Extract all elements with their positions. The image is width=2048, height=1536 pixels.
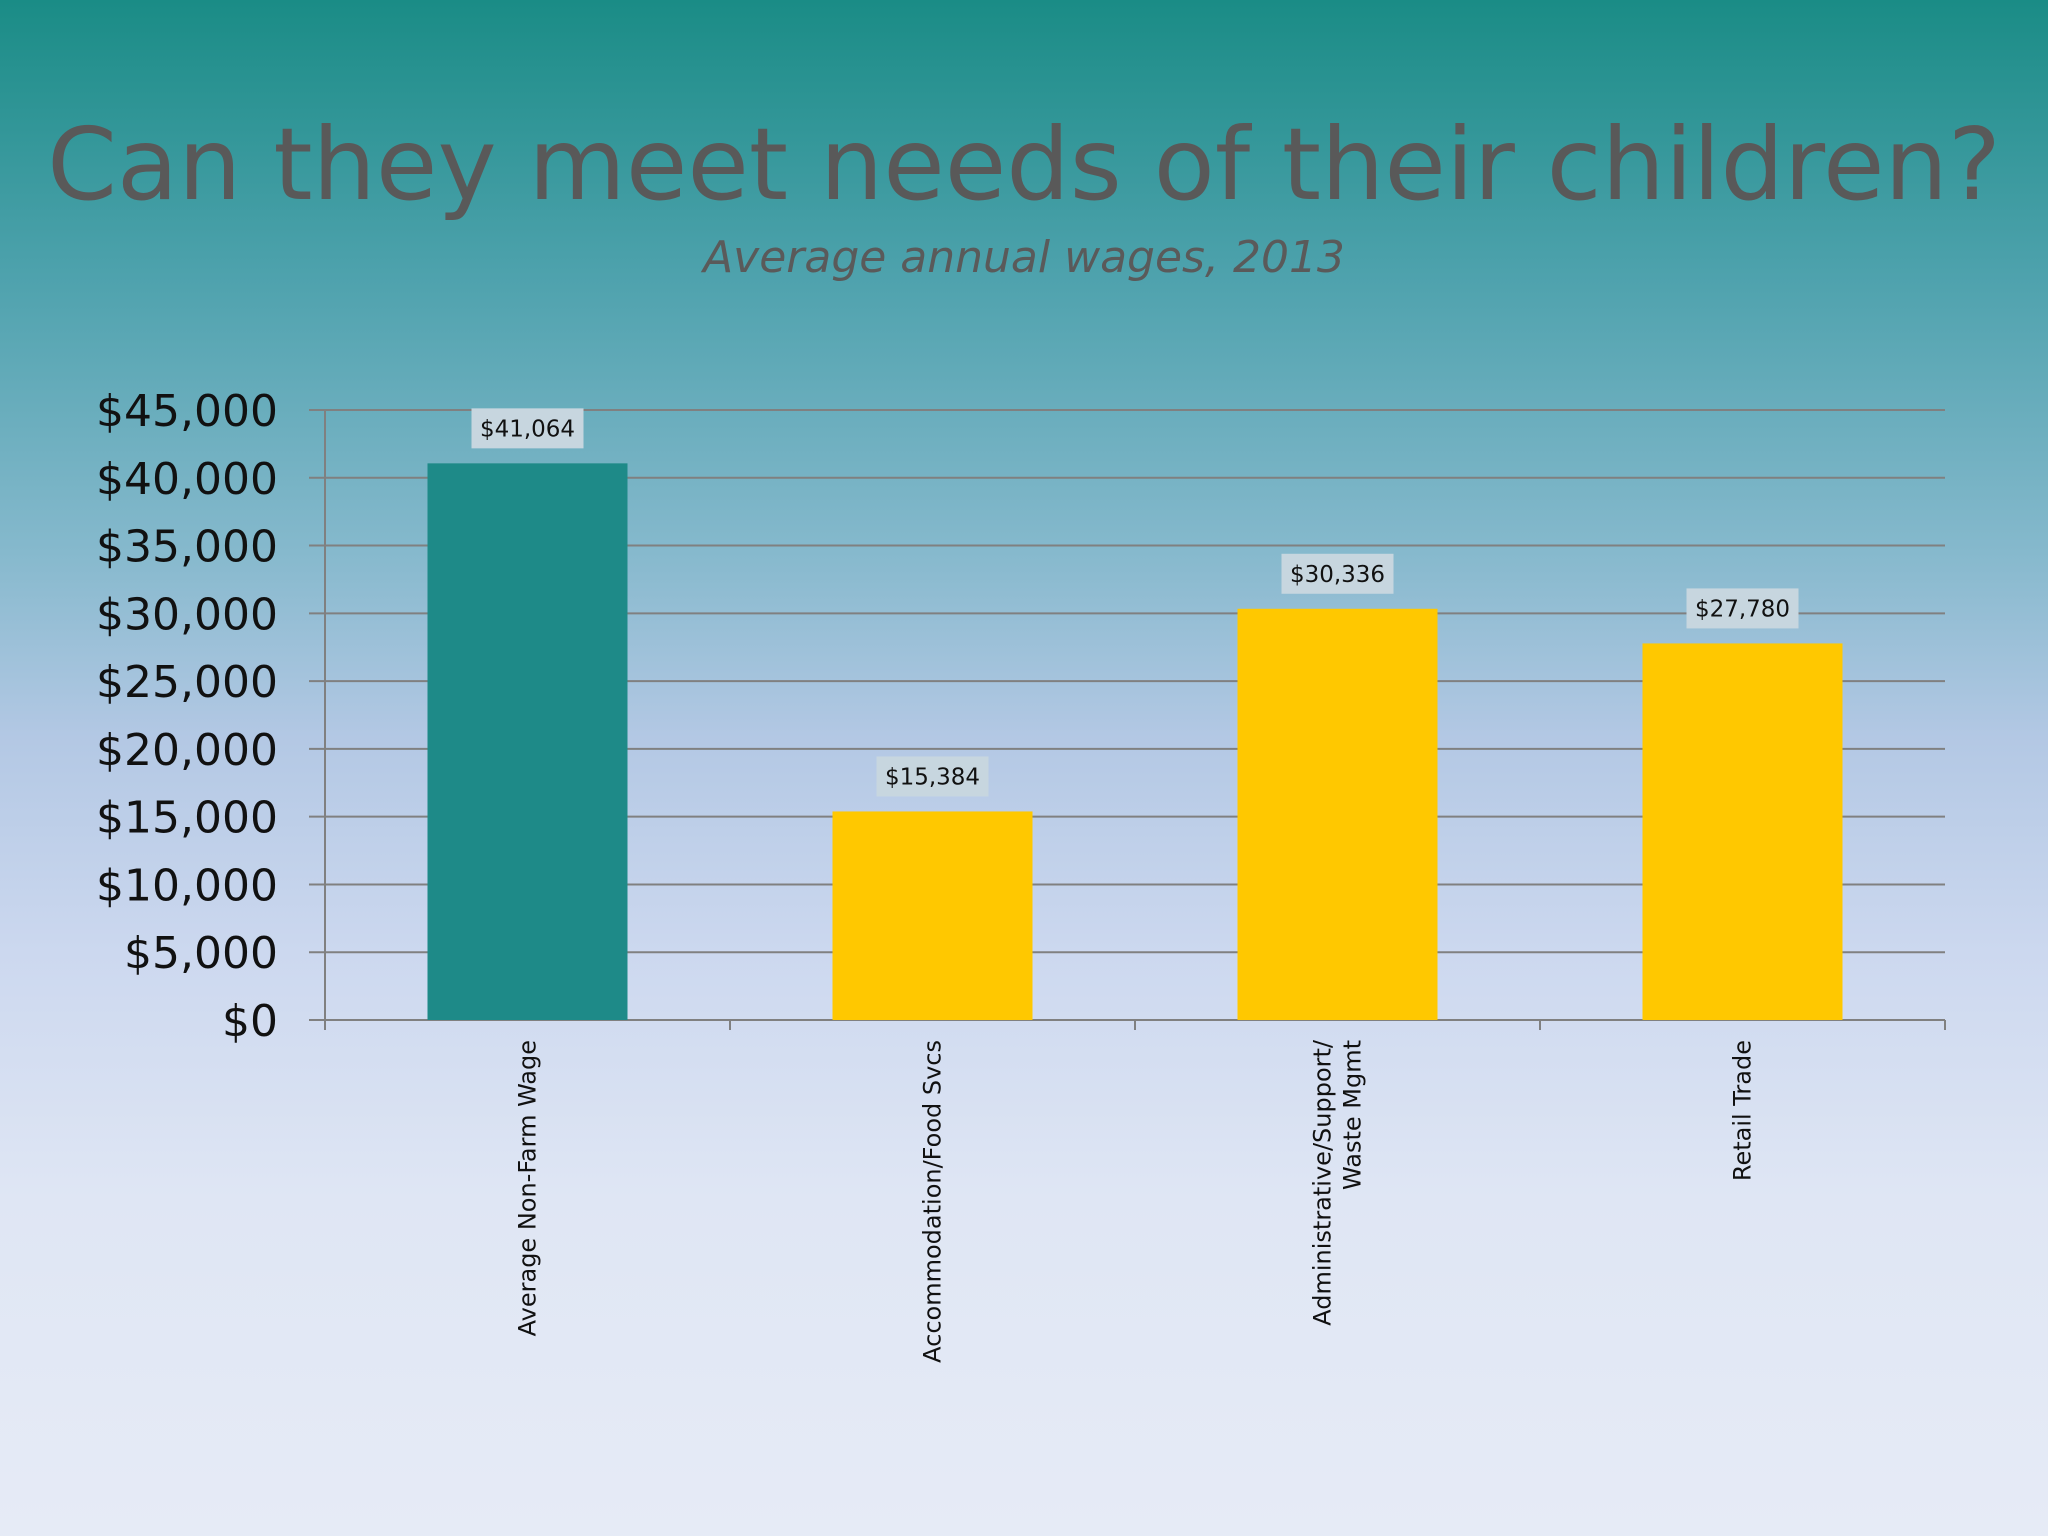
- chart-subtitle: Average annual wages, 2013: [703, 232, 1345, 283]
- x-category-label: Administrative/Support/Waste Mgmt: [1309, 1039, 1367, 1326]
- y-tick-label: $45,000: [96, 386, 278, 437]
- x-category-label: Accommodation/Food Svcs: [919, 1040, 947, 1363]
- y-tick-label: $30,000: [96, 589, 278, 640]
- x-category-label: Retail Trade: [1729, 1040, 1757, 1181]
- x-category-label-line: Retail Trade: [1729, 1040, 1757, 1181]
- slide-title: Can they meet needs of their children?: [47, 106, 2001, 223]
- bar: [1237, 608, 1438, 1020]
- x-category-label-line: Waste Mgmt: [1339, 1040, 1367, 1190]
- data-label-box: [1281, 553, 1394, 594]
- y-tick-label: $20,000: [96, 725, 278, 776]
- data-label: $15,384: [885, 764, 980, 790]
- y-tick-label: $25,000: [96, 657, 278, 708]
- bar: [1642, 643, 1843, 1020]
- x-category-label-line: Administrative/Support/: [1309, 1039, 1337, 1326]
- bar: [427, 463, 628, 1020]
- x-category-label: Average Non-Farm Wage: [514, 1040, 542, 1336]
- data-label-box: [471, 408, 584, 449]
- data-label-box: [1686, 588, 1799, 629]
- y-tick-label: $10,000: [96, 860, 278, 911]
- data-label: $41,064: [480, 416, 575, 442]
- x-category-label-line: Accommodation/Food Svcs: [919, 1040, 947, 1363]
- data-label: $27,780: [1695, 596, 1790, 622]
- data-label-box: [876, 756, 989, 797]
- data-label: $30,336: [1290, 562, 1385, 588]
- y-tick-label: $15,000: [96, 793, 278, 844]
- x-category-label-line: Average Non-Farm Wage: [514, 1040, 542, 1336]
- bar: [832, 811, 1033, 1020]
- y-tick-label: $40,000: [96, 454, 278, 505]
- y-tick-label: $0: [222, 996, 278, 1047]
- y-tick-label: $5,000: [124, 928, 278, 979]
- y-tick-label: $35,000: [96, 522, 278, 573]
